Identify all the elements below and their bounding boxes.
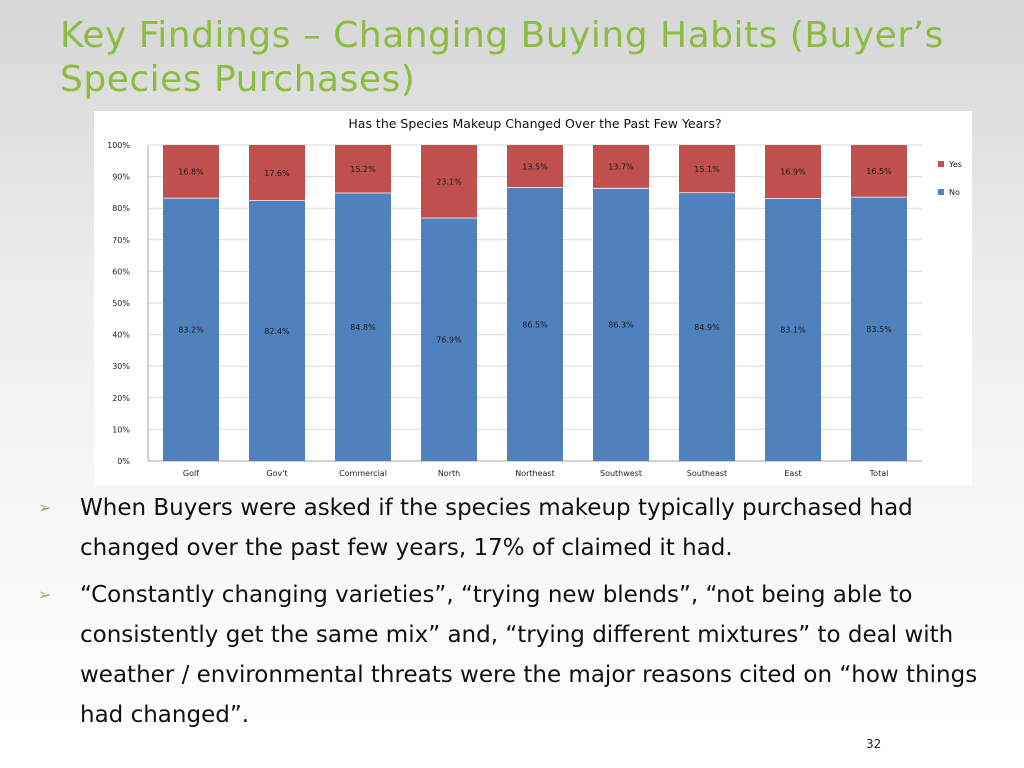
y-tick-label: 50% [112,299,130,308]
data-label-yes: 15.1% [694,165,720,174]
y-tick-label: 70% [112,236,130,245]
x-tick-label: Southeast [687,469,727,478]
bar-yes [249,145,305,201]
bullet-item: ➢ When Buyers were asked if the species … [38,488,1018,568]
data-label-no: 76.9% [436,335,462,344]
data-label-no: 83.1% [780,326,806,335]
x-tick-label: East [784,469,801,478]
data-label-yes: 23.1% [436,177,462,186]
data-label-yes: 16.9% [780,168,806,177]
bullet-text: When Buyers were asked if the species ma… [80,495,913,561]
y-tick-label: 100% [107,141,130,150]
bar-no [507,187,563,461]
data-label-no: 82.4% [264,327,290,336]
data-label-yes: 13.5% [522,162,548,171]
bar-yes [163,145,219,199]
bar-yes [421,145,477,218]
bullet-item: ➢ “Constantly changing varieties”, “tryi… [38,575,1018,735]
bar-no [335,193,391,462]
y-tick-label: 30% [112,362,130,371]
stacked-bar-chart: Has the Species Makeup Changed Over the … [107,116,962,478]
x-tick-label: Northeast [515,469,555,478]
bar-no [765,198,821,461]
y-tick-label: 80% [112,204,130,213]
data-label-no: 83.5% [866,325,892,334]
y-tick-label: 10% [112,425,130,434]
legend-swatch [938,189,944,195]
bar-no [163,198,219,461]
bar-no [851,197,907,461]
arrow-bullet-icon: ➢ [38,498,52,517]
bar-yes [679,145,735,193]
data-label-no: 86.5% [522,320,548,329]
x-tick-label: Total [869,469,889,478]
y-tick-label: 90% [112,173,130,182]
bar-no [249,200,305,461]
chart-panel: Has the Species Makeup Changed Over the … [94,111,972,485]
data-label-no: 84.8% [350,323,376,332]
data-label-no: 83.2% [178,326,204,335]
x-tick-label: Southwest [600,469,642,478]
bar-yes [507,145,563,188]
x-tick-label: Commercial [339,469,387,478]
data-label-yes: 13.7% [608,163,634,172]
data-label-yes: 16.5% [866,167,892,176]
legend-swatch [938,161,944,167]
x-tick-label: North [438,469,460,478]
data-label-yes: 17.6% [264,169,290,178]
page-number: 32 [866,737,882,751]
bar-no [593,188,649,461]
bar-no [421,217,477,461]
bar-yes [765,145,821,199]
bar-yes [851,145,907,198]
y-tick-label: 40% [112,331,130,340]
bar-yes [593,145,649,189]
y-tick-label: 0% [117,457,130,466]
legend-label: Yes [948,160,962,169]
bullet-text: “Constantly changing varieties”, “trying… [80,582,978,728]
x-tick-label: Gov't [266,469,287,478]
slide-title: Key Findings – Changing Buying Habits (B… [60,15,944,100]
y-tick-label: 20% [112,394,130,403]
data-label-no: 86.3% [608,321,634,330]
arrow-bullet-icon: ➢ [38,585,52,604]
x-tick-label: Golf [183,469,199,478]
bullet-list: ➢ When Buyers were asked if the species … [38,488,1018,742]
legend-label: No [949,188,960,197]
bar-no [679,192,735,461]
chart-title: Has the Species Makeup Changed Over the … [348,116,721,131]
data-label-yes: 16.8% [178,168,204,177]
bar-yes [335,145,391,194]
data-label-no: 84.9% [694,323,720,332]
data-label-yes: 15.2% [350,165,376,174]
y-tick-label: 60% [112,267,130,276]
